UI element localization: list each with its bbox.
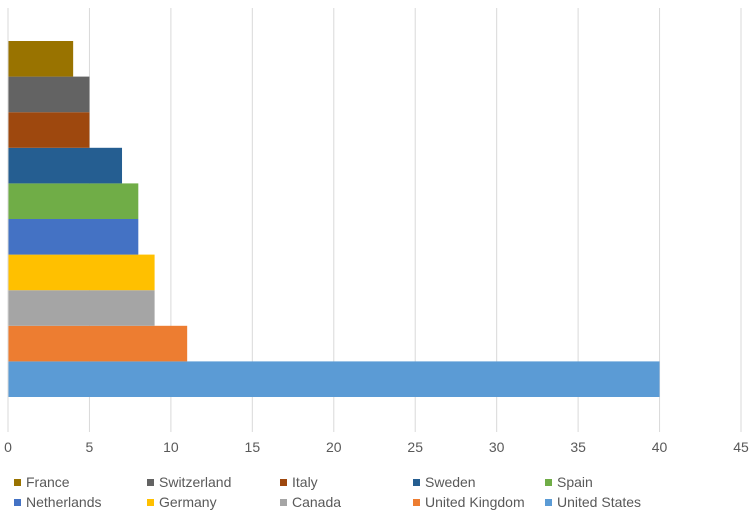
legend-label: Italy <box>292 474 318 490</box>
legend-swatch <box>280 498 287 506</box>
legend-item-canada: Canada <box>280 493 341 511</box>
legend: France Switzerland Italy Sweden Spain Ne… <box>0 470 756 514</box>
x-axis-ticks: 0 5 10 15 20 25 30 35 40 45 <box>4 439 749 455</box>
x-tick-label: 10 <box>163 439 179 455</box>
bar-spain <box>8 183 139 219</box>
x-tick-label: 35 <box>570 439 586 455</box>
legend-label: France <box>26 474 70 490</box>
legend-label: Spain <box>557 474 593 490</box>
x-tick-label: 5 <box>86 439 94 455</box>
x-tick-label: 25 <box>407 439 423 455</box>
legend-swatch <box>545 478 552 486</box>
x-tick-label: 30 <box>489 439 505 455</box>
legend-swatch <box>147 498 154 506</box>
legend-label: Germany <box>159 494 217 510</box>
bar-netherlands <box>8 219 139 255</box>
bar-united-states <box>8 361 660 397</box>
legend-label: Canada <box>292 494 342 510</box>
legend-swatch <box>147 478 154 486</box>
legend-item-italy: Italy <box>280 473 318 491</box>
x-tick-label: 45 <box>733 439 749 455</box>
bar-france <box>8 41 74 77</box>
legend-label: Sweden <box>425 474 476 490</box>
bar-switzerland <box>8 76 90 113</box>
bar-canada <box>8 290 155 326</box>
legend-label: United Kingdom <box>425 494 525 510</box>
legend-item-france: France <box>14 473 70 491</box>
legend-item-united-kingdom: United Kingdom <box>413 493 525 511</box>
legend-item-netherlands: Netherlands <box>14 493 102 511</box>
bar-germany <box>8 254 155 291</box>
legend-item-germany: Germany <box>147 493 217 511</box>
legend-swatch <box>413 498 420 506</box>
legend-swatch <box>545 498 552 506</box>
legend-item-switzerland: Switzerland <box>147 473 231 491</box>
legend-item-united-states: United States <box>545 493 641 511</box>
x-tick-label: 40 <box>652 439 668 455</box>
legend-item-sweden: Sweden <box>413 473 476 491</box>
gridlines <box>88 8 742 432</box>
legend-swatch <box>413 478 420 486</box>
legend-swatch <box>14 498 21 506</box>
x-tick-label: 0 <box>4 439 12 455</box>
x-tick-label: 15 <box>245 439 261 455</box>
bars <box>8 41 660 397</box>
legend-label: Netherlands <box>26 494 102 510</box>
bar-united-kingdom <box>8 325 188 362</box>
legend-label: Switzerland <box>159 474 232 490</box>
legend-label: United States <box>557 494 642 510</box>
x-tick-label: 20 <box>326 439 342 455</box>
bar-sweden <box>8 147 123 184</box>
legend-swatch <box>14 478 21 486</box>
bar-italy <box>8 112 90 148</box>
legend-swatch <box>280 478 287 486</box>
legend-item-spain: Spain <box>545 473 593 491</box>
